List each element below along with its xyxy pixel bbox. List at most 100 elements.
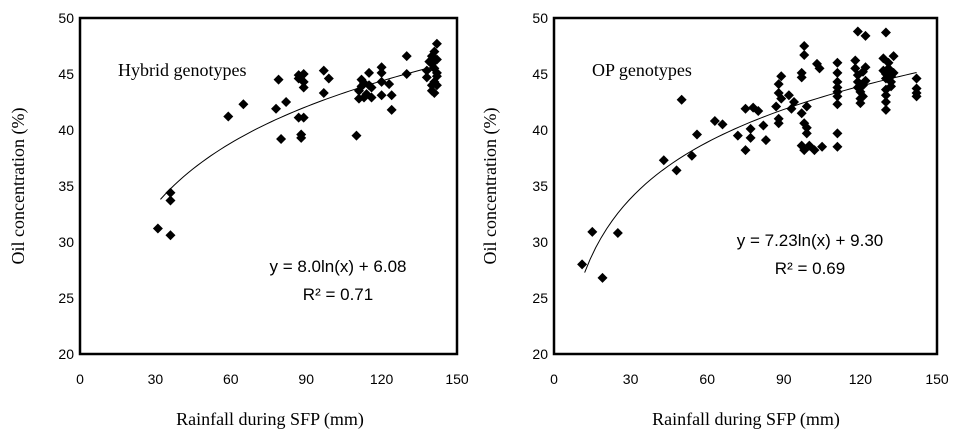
data-point [832,57,843,68]
data-point [832,99,843,110]
data-point [165,187,176,198]
r-squared: R² = 0.69 [775,259,845,278]
trendline-equation: y = 7.23ln(x) + 9.30 [737,231,883,250]
data-point [883,57,894,68]
data-point [238,99,249,110]
data-point [776,71,787,82]
data-point [431,54,442,65]
data-point [740,103,751,114]
data-point [431,71,442,82]
x-tick-label: 90 [298,371,314,387]
data-point [401,51,412,62]
data-point [801,122,812,133]
y-tick-label: 40 [58,122,74,138]
data-point [740,145,751,156]
x-tick-labels: 0 30 60 90 120 150 [76,371,469,387]
data-point [880,104,891,115]
data-point [783,90,794,101]
data-point [745,132,756,143]
x-axis-title: Rainfall during SFP (mm) [652,409,840,430]
data-point [832,128,843,139]
x-axis-title: Rainfall during SFP (mm) [176,409,364,430]
y-tick-label: 40 [532,122,548,138]
data-points [577,26,922,283]
data-point [293,112,304,123]
y-tick-label: 20 [58,346,74,362]
x-tick-label: 60 [699,371,715,387]
x-tick-label: 30 [148,371,164,387]
data-point [376,67,387,78]
data-point [298,76,309,87]
x-tick-label: 120 [370,371,394,387]
data-point [323,73,334,84]
data-point [814,63,825,74]
data-point [857,91,868,102]
y-tick-label: 35 [532,178,548,194]
chart-hybrid-genotypes: 20 25 30 35 40 45 50 0 30 60 90 120 150 Oil concent… [8,10,469,430]
data-point [318,65,329,76]
data-point [880,27,891,38]
data-point [801,128,812,139]
data-point [376,90,387,101]
data-point [860,62,871,73]
data-point [911,91,922,102]
y-axis-title: Oil concentration (%) [8,108,29,265]
data-point [799,41,810,51]
data-point [587,226,598,237]
data-point [429,46,440,57]
data-point [376,62,387,73]
data-point [799,49,810,60]
data-point [745,123,756,134]
y-tick-label: 35 [58,178,74,194]
x-tick-label: 120 [849,371,873,387]
x-tick-label: 150 [445,371,469,387]
data-point [911,73,922,84]
x-tick-label: 150 [925,371,949,387]
data-point [421,72,432,83]
y-tick-labels: 20 25 30 35 40 45 50 [58,10,74,362]
panel-label: Hybrid genotypes [118,60,246,80]
y-tick-label: 25 [532,290,548,306]
data-point [386,90,397,101]
y-tick-label: 50 [58,10,74,26]
y-tick-label: 45 [532,66,548,82]
y-tick-label: 20 [532,346,548,362]
plot-frame [78,16,459,356]
data-point [366,92,377,103]
data-point [296,132,307,143]
data-point [431,38,442,49]
data-point [671,165,682,176]
data-point [817,141,828,152]
data-point [886,81,897,92]
data-point [888,51,899,62]
trendline-equation: y = 8.0ln(x) + 6.08 [269,257,406,276]
data-point [577,259,588,270]
data-point [429,88,440,99]
data-point [860,75,871,86]
data-point [717,119,728,130]
data-point [223,111,234,122]
data-point [376,76,387,87]
data-point [880,90,891,101]
data-points [152,38,442,241]
data-point [789,97,800,107]
data-point [431,80,442,91]
x-tick-label: 0 [550,371,558,387]
data-point [276,133,287,144]
panel-label: OP genotypes [592,60,692,80]
data-point [732,130,743,141]
trendline [160,65,438,200]
data-point [401,69,412,79]
data-point [801,101,812,112]
y-tick-label: 50 [532,10,548,26]
data-point [773,118,784,129]
x-tick-label: 30 [623,371,639,387]
data-point [760,135,771,146]
data-point [298,112,309,123]
data-point [758,120,769,131]
data-point [809,145,820,156]
data-point [165,195,176,206]
data-point [152,223,163,234]
data-point [351,130,362,141]
